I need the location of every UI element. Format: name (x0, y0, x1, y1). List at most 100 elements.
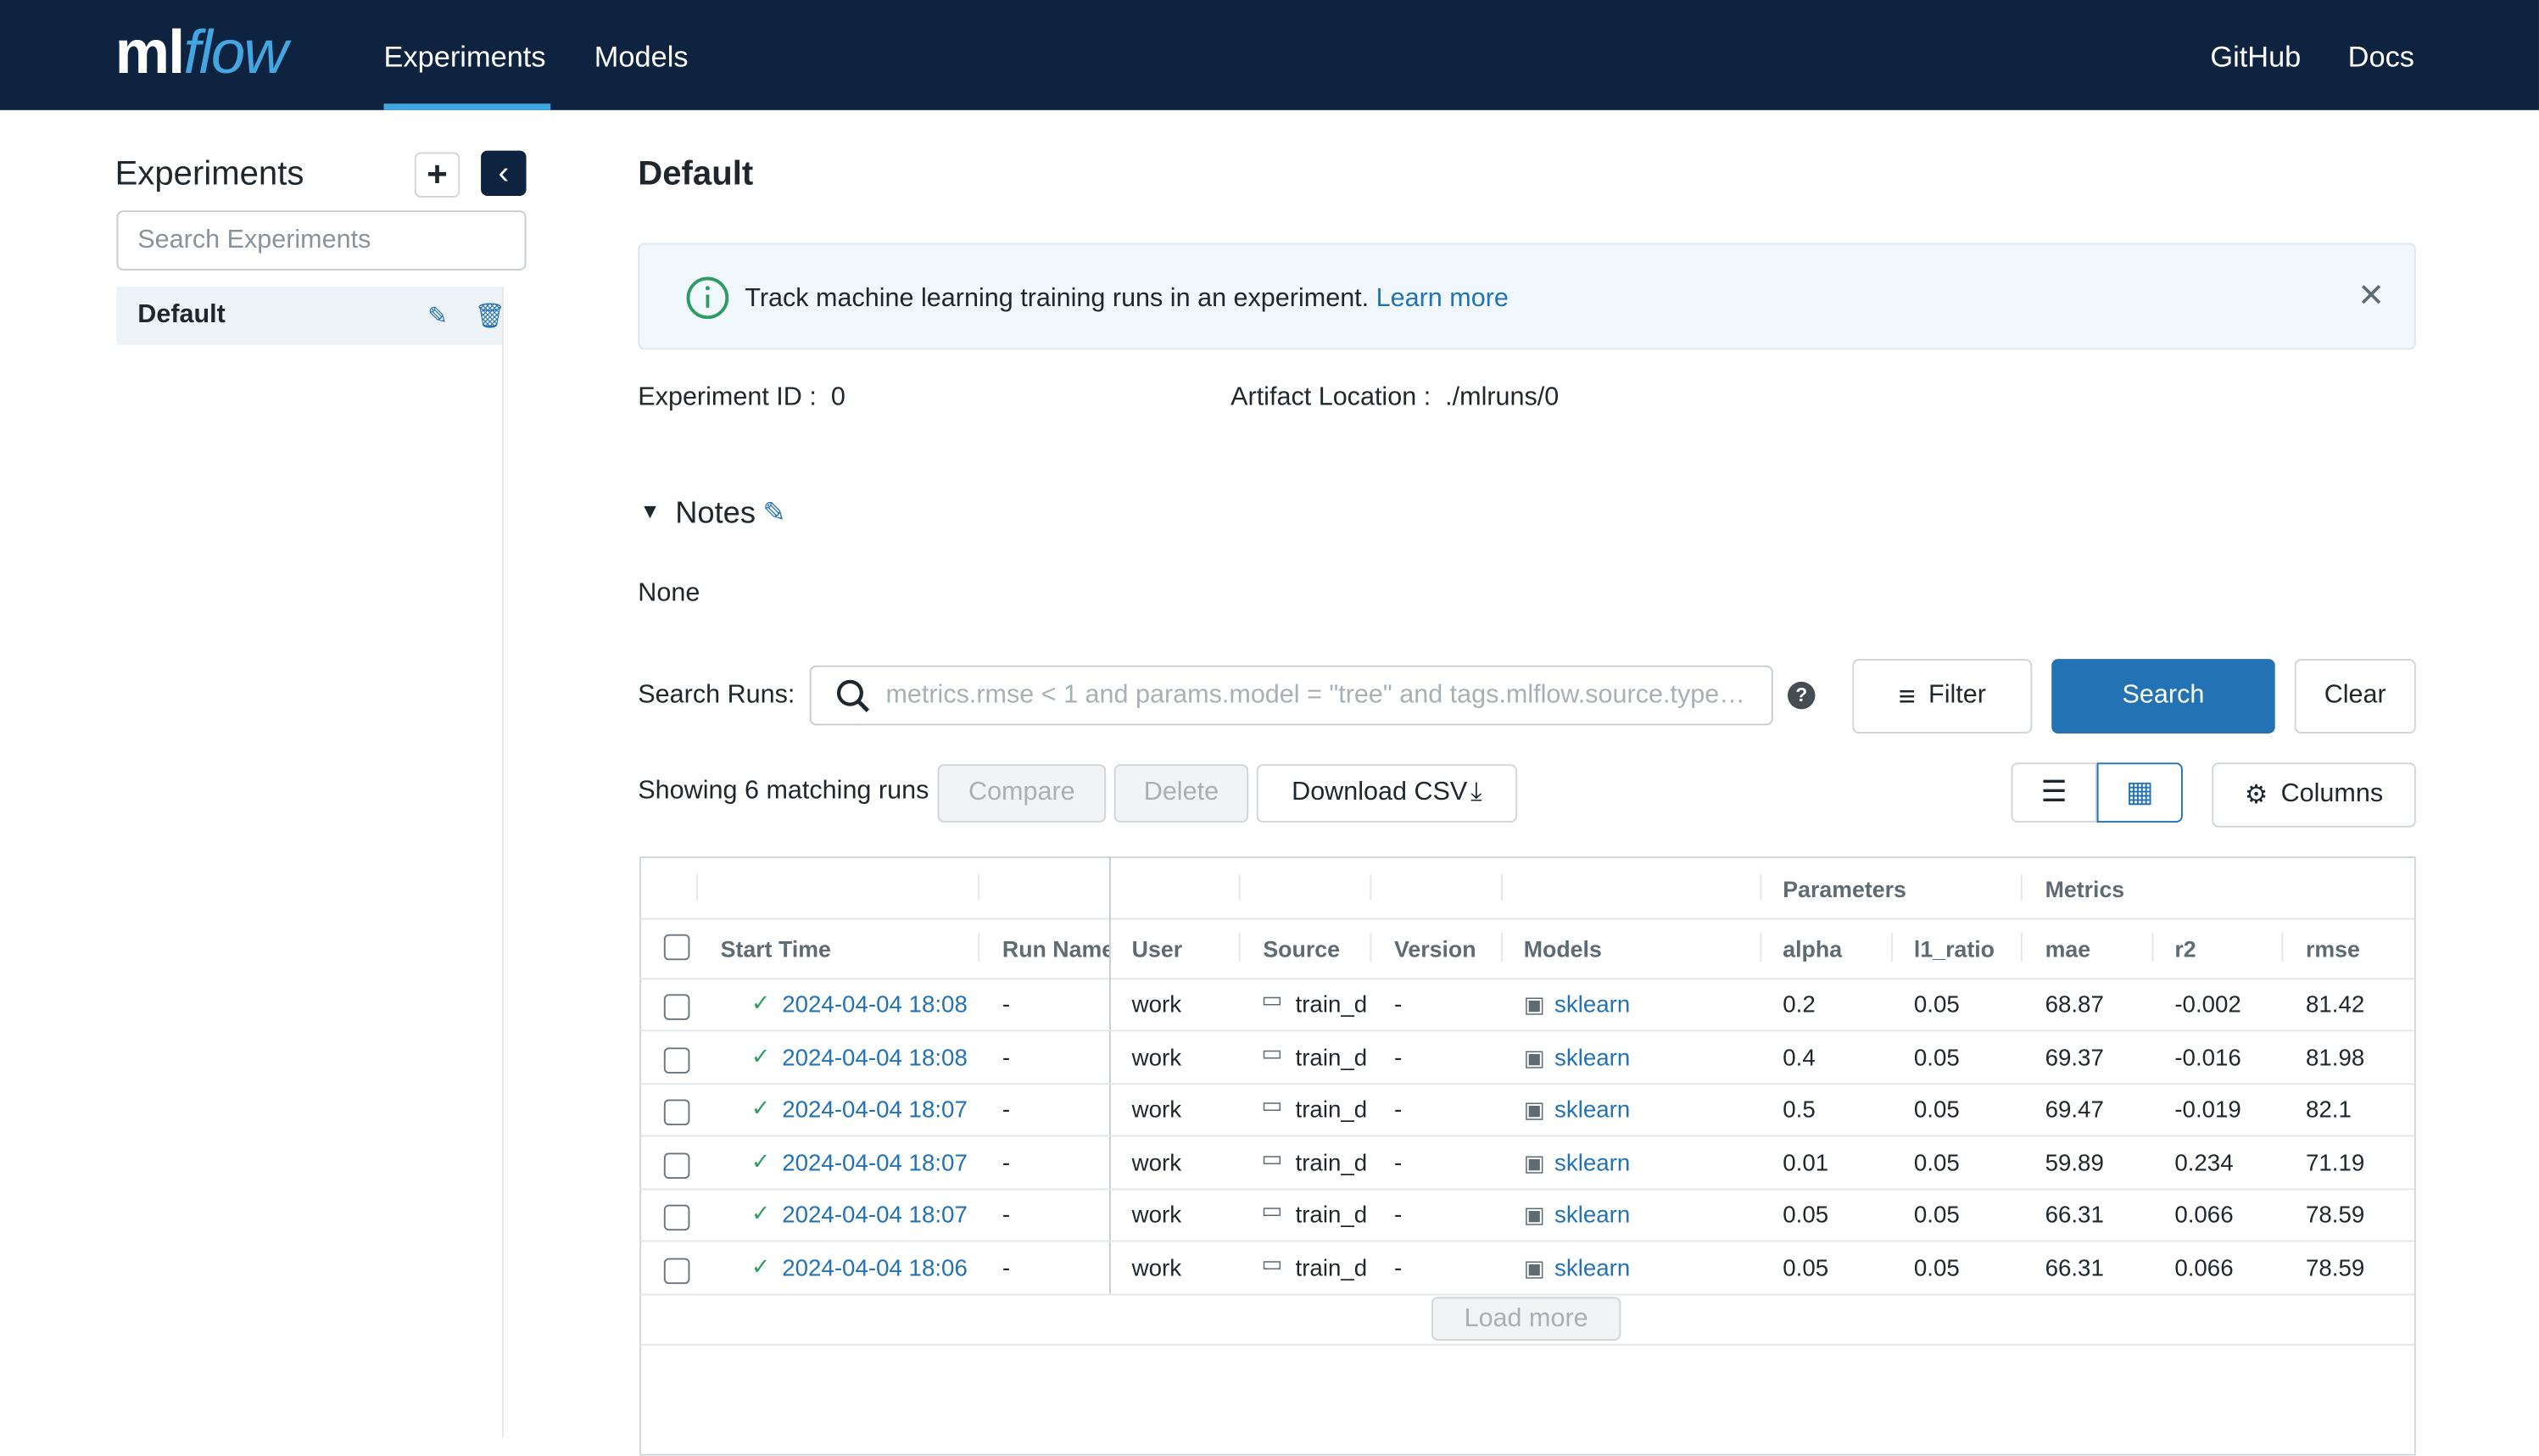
header-divider (1501, 874, 1503, 901)
column-header[interactable]: rmse (2305, 935, 2360, 962)
button-label: Columns (2280, 780, 2384, 808)
search-button[interactable]: Search (2051, 659, 2275, 734)
columns-button[interactable]: ⚙ Columns (2212, 762, 2416, 828)
table-cell: 0.05 (1913, 1255, 1960, 1282)
header-divider (1370, 932, 1372, 962)
row-checkbox[interactable] (663, 1046, 690, 1073)
table-cell: work (1131, 1255, 1182, 1282)
header-divider (1238, 874, 1241, 901)
button-label: Filter (1928, 681, 1986, 710)
table-cell: work (1131, 1150, 1182, 1177)
row-checkbox[interactable] (663, 994, 690, 1020)
row-line (639, 1292, 2414, 1295)
column-header[interactable]: alpha (1783, 935, 1843, 962)
status-icon: ✓ (751, 1199, 771, 1226)
field-value: 0 (830, 383, 845, 411)
table-cell[interactable]: 2024-04-04 18:08 (782, 1045, 968, 1072)
search-experiments[interactable]: Search Experiments (116, 210, 527, 271)
download-button[interactable]: Download CSV ⤓ (1256, 764, 1518, 823)
select-all[interactable] (663, 934, 690, 961)
table-cell[interactable]: sklearn (1554, 1045, 1631, 1072)
notes-toggle[interactable]: ▼ (639, 499, 661, 523)
table-cell: - (1002, 1202, 1011, 1230)
table-cell: 78.59 (2305, 1255, 2365, 1282)
table-cell: - (1393, 1045, 1403, 1072)
row-line (639, 918, 2414, 920)
filter-button[interactable]: ≡ Filter (1852, 659, 2033, 734)
table-cell[interactable]: 2024-04-04 18:07 (782, 1097, 968, 1124)
column-header[interactable]: Start Time (720, 935, 831, 962)
model-icon: ▣ (1523, 1043, 1546, 1070)
model-icon: ▣ (1523, 1096, 1546, 1123)
column-header[interactable]: Source (1263, 935, 1340, 962)
table-cell[interactable]: sklearn (1554, 992, 1631, 1019)
row-checkbox[interactable] (663, 1099, 690, 1126)
table-cell: 0.066 (2174, 1202, 2234, 1230)
table-cell: 0.234 (2174, 1150, 2234, 1177)
column-header[interactable]: Models (1523, 935, 1602, 962)
header-divider (2151, 932, 2154, 962)
column-header[interactable]: mae (2045, 935, 2091, 962)
table-cell[interactable]: 2024-04-04 18:07 (782, 1202, 968, 1230)
column-header[interactable]: Run Name (1002, 935, 1109, 962)
collapse-sidebar[interactable]: ‹ (481, 150, 527, 197)
search-input[interactable] (809, 665, 1773, 726)
column-header[interactable]: l1_ratio (1913, 935, 1995, 962)
source-icon: ▭ (1261, 1038, 1283, 1065)
search-placeholder: metrics.rmse < 1 and params.model = "tre… (885, 681, 1745, 710)
logo[interactable]: mlflow (115, 20, 288, 89)
table-cell: - (1002, 1150, 1011, 1177)
list-view[interactable]: ☰ (2011, 762, 2097, 823)
row-checkbox[interactable] (663, 1204, 690, 1231)
column-header[interactable]: r2 (2174, 935, 2196, 962)
nav-link[interactable]: Models (594, 40, 689, 73)
edit-icon[interactable]: ✎ (427, 303, 449, 331)
table-cell[interactable]: sklearn (1554, 1255, 1631, 1282)
table-cell: 69.37 (2045, 1045, 2104, 1072)
row-checkbox[interactable] (663, 1152, 690, 1179)
header-link[interactable]: Docs (2347, 40, 2414, 73)
table-cell[interactable]: sklearn (1554, 1097, 1631, 1124)
help-icon[interactable]: ? (1787, 681, 1816, 710)
table-cell: 71.19 (2305, 1150, 2365, 1177)
table-view[interactable]: ▦ (2096, 762, 2183, 823)
table-cell: 0.01 (1783, 1150, 1829, 1177)
run-count: Showing 6 matching runs (638, 777, 929, 805)
experiment-item[interactable] (116, 286, 502, 345)
table-cell[interactable]: sklearn (1554, 1150, 1631, 1177)
table-cell: 59.89 (2045, 1150, 2104, 1177)
table-cell: 0.4 (1783, 1045, 1816, 1072)
edit-notes[interactable]: ✎ (762, 497, 786, 528)
header-divider (696, 874, 698, 901)
table-cell: work (1131, 1202, 1182, 1230)
table-cell: 81.42 (2305, 992, 2365, 1019)
table-cell: 66.31 (2045, 1255, 2104, 1282)
compare-button[interactable]: Compare (937, 764, 1107, 823)
row-checkbox[interactable] (663, 1257, 690, 1284)
header-divider (2281, 932, 2284, 962)
status-icon: ✓ (751, 1146, 771, 1174)
table-cell: - (1393, 1097, 1403, 1124)
table-cell[interactable]: 2024-04-04 18:06 (782, 1255, 968, 1282)
status-icon: ✓ (751, 989, 771, 1016)
field-label: Experiment ID (638, 383, 802, 411)
close-banner[interactable]: ✕ (2358, 278, 2386, 315)
table-cell[interactable]: 2024-04-04 18:07 (782, 1150, 968, 1177)
banner-link[interactable]: Learn more (1376, 285, 1509, 313)
banner-text: Track machine learning training runs in … (745, 285, 1370, 313)
delete-icon[interactable]: 🗑 (474, 303, 505, 331)
table-cell: - (1002, 1097, 1011, 1124)
load-more[interactable]: Load more (1431, 1297, 1621, 1341)
table-cell: train_d (1295, 1202, 1368, 1230)
clear-button[interactable]: Clear (2294, 659, 2416, 734)
column-header[interactable]: Version (1393, 935, 1476, 962)
header-divider (1760, 932, 1762, 962)
header-link[interactable]: GitHub (2210, 40, 2302, 73)
delete-button[interactable]: Delete (1113, 764, 1249, 823)
add-experiment[interactable]: + (414, 152, 460, 198)
header-divider (978, 932, 980, 962)
table-cell[interactable]: sklearn (1554, 1202, 1631, 1230)
column-header[interactable]: User (1131, 935, 1183, 962)
nav-link[interactable]: Experiments (383, 40, 546, 73)
table-cell[interactable]: 2024-04-04 18:08 (782, 992, 968, 1019)
